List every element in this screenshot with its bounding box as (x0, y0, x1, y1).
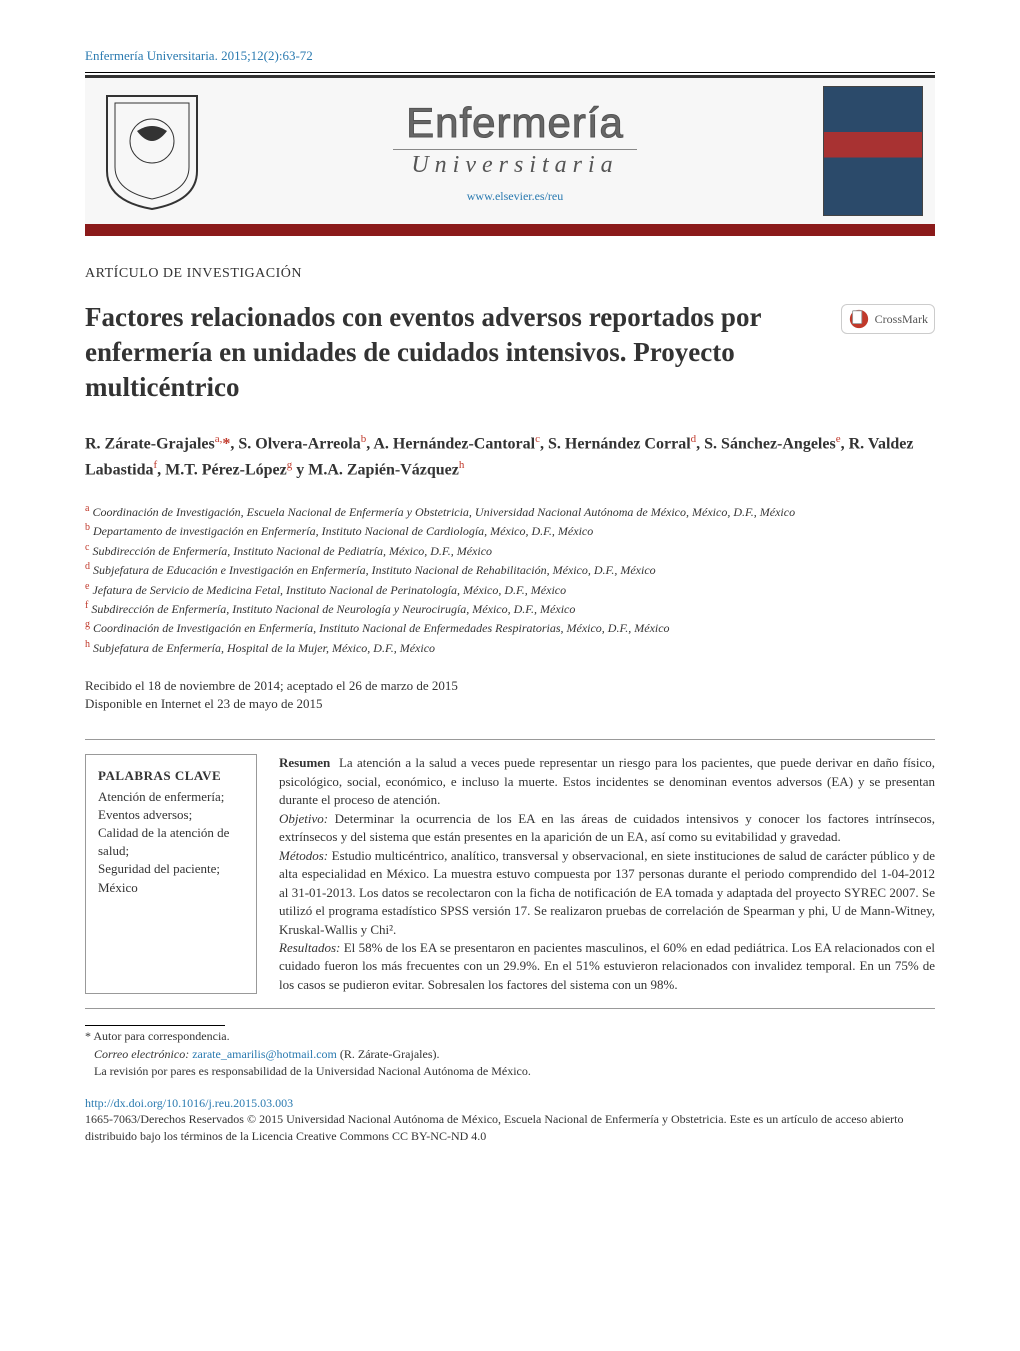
copyright-text: 1665-7063/Derechos Reservados © 2015 Uni… (85, 1111, 935, 1145)
objetivo-label: Objetivo: (279, 811, 328, 826)
keywords-box: PALABRAS CLAVE Atención de enfermería;Ev… (85, 754, 257, 994)
article-type: ARTÍCULO DE INVESTIGACIÓN (85, 266, 935, 282)
doi-link[interactable]: http://dx.doi.org/10.1016/j.reu.2015.03.… (85, 1096, 293, 1110)
footnote-rule (85, 1025, 225, 1026)
keywords-list: Atención de enfermería;Eventos adversos;… (98, 788, 244, 897)
footnotes: * Autor para correspondencia. Correo ele… (85, 1028, 935, 1080)
abstract-intro: La atención a la salud a veces puede rep… (279, 755, 935, 807)
corresponding-email[interactable]: zarate_amarilis@hotmail.com (192, 1047, 337, 1061)
resultados-label: Resultados: (279, 940, 340, 955)
abstract-body: Resumen La atención a la salud a veces p… (257, 740, 935, 1008)
resultados-text: El 58% de los EA se presentaron en pacie… (279, 940, 935, 992)
doi-block: http://dx.doi.org/10.1016/j.reu.2015.03.… (85, 1095, 935, 1145)
rule-top (85, 72, 935, 73)
article-dates: Recibido el 18 de noviembre de 2014; ace… (85, 677, 935, 713)
peer-review-note: La revisión por pares es responsabilidad… (85, 1063, 935, 1080)
author-list: R. Zárate-Grajalesa,*, S. Olvera-Arreola… (85, 431, 935, 482)
masthead: Enfermería Universitaria www.elsevier.es… (85, 75, 935, 236)
keywords-heading: PALABRAS CLAVE (98, 767, 244, 785)
article-title: Factores relacionados con eventos advers… (85, 300, 825, 405)
abstract-heading: Resumen (279, 755, 330, 770)
date-received: Recibido el 18 de noviembre de 2014; ace… (85, 677, 935, 695)
journal-subtitle: Universitaria (393, 149, 636, 179)
objetivo-text: Determinar la ocurrencia de los EA en la… (279, 811, 935, 844)
university-seal (97, 91, 207, 211)
affiliations: aCoordinación de Investigación, Escuela … (85, 502, 935, 657)
metodos-label: Métodos: (279, 848, 328, 863)
email-paren: (R. Zárate-Grajales). (340, 1047, 440, 1061)
metodos-text: Estudio multicéntrico, analítico, transv… (279, 848, 935, 937)
abstract-section: PALABRAS CLAVE Atención de enfermería;Ev… (85, 739, 935, 1009)
journal-citation: Enfermería Universitaria. 2015;12(2):63-… (85, 48, 935, 64)
email-label: Correo electrónico: (94, 1047, 189, 1061)
crossmark-badge[interactable]: CrossMark (841, 304, 935, 334)
corresponding-author: * Autor para correspondencia. (85, 1028, 935, 1045)
journal-url[interactable]: www.elsevier.es/reu (221, 189, 809, 204)
journal-cover (823, 86, 923, 216)
crossmark-label: CrossMark (875, 312, 928, 327)
date-online: Disponible en Internet el 23 de mayo de … (85, 695, 935, 713)
journal-title: Enfermería (221, 99, 809, 147)
